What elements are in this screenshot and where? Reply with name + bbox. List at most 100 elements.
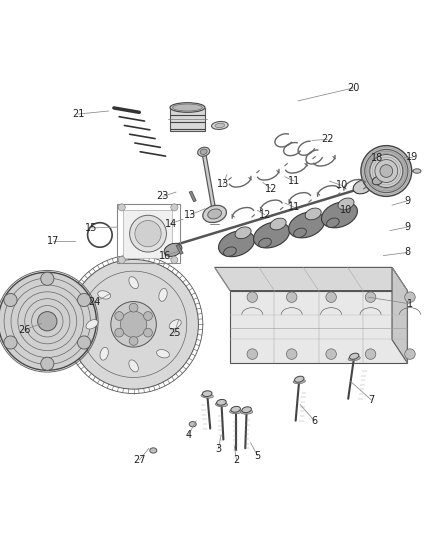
Ellipse shape	[372, 176, 383, 185]
Polygon shape	[215, 268, 407, 290]
Text: 12: 12	[265, 183, 277, 193]
Circle shape	[405, 292, 415, 302]
Text: 17: 17	[47, 236, 60, 246]
Circle shape	[361, 146, 412, 197]
Ellipse shape	[215, 402, 228, 407]
Text: 20: 20	[348, 83, 360, 93]
Circle shape	[129, 336, 138, 345]
Ellipse shape	[198, 147, 210, 156]
Text: 7: 7	[368, 395, 374, 405]
Circle shape	[370, 155, 403, 188]
Ellipse shape	[159, 288, 167, 301]
Circle shape	[130, 215, 166, 252]
Polygon shape	[170, 108, 205, 131]
Circle shape	[41, 272, 54, 285]
Text: 23: 23	[157, 191, 169, 201]
Text: 27: 27	[133, 455, 145, 465]
Polygon shape	[230, 290, 407, 363]
Ellipse shape	[413, 169, 421, 173]
Ellipse shape	[173, 104, 202, 111]
Circle shape	[380, 165, 392, 177]
Ellipse shape	[223, 247, 237, 256]
Circle shape	[69, 260, 198, 389]
Ellipse shape	[258, 238, 272, 247]
Ellipse shape	[208, 209, 222, 219]
Polygon shape	[176, 245, 183, 254]
Ellipse shape	[215, 123, 225, 128]
Circle shape	[171, 204, 178, 211]
Ellipse shape	[235, 227, 251, 239]
Ellipse shape	[289, 212, 325, 238]
Circle shape	[326, 349, 336, 359]
Circle shape	[286, 349, 297, 359]
Polygon shape	[189, 191, 196, 201]
Text: 12: 12	[259, 210, 271, 220]
Circle shape	[78, 294, 91, 306]
Circle shape	[144, 312, 152, 320]
Ellipse shape	[169, 320, 181, 329]
Ellipse shape	[254, 222, 290, 248]
Text: 10: 10	[336, 181, 348, 190]
Text: 26: 26	[18, 325, 30, 335]
Circle shape	[365, 149, 408, 192]
Text: 19: 19	[406, 152, 418, 162]
Ellipse shape	[157, 350, 170, 358]
Ellipse shape	[217, 399, 226, 405]
Ellipse shape	[321, 202, 357, 228]
Ellipse shape	[242, 407, 251, 413]
Text: 11: 11	[288, 176, 300, 186]
Circle shape	[4, 336, 17, 349]
Ellipse shape	[164, 243, 182, 256]
Ellipse shape	[293, 379, 305, 384]
Ellipse shape	[86, 320, 98, 329]
Circle shape	[118, 204, 125, 211]
Text: 6: 6	[311, 416, 318, 426]
Text: 8: 8	[404, 247, 410, 257]
Text: 13: 13	[217, 179, 230, 189]
Circle shape	[375, 159, 398, 182]
Circle shape	[144, 328, 152, 337]
Circle shape	[129, 303, 138, 312]
Circle shape	[41, 357, 54, 370]
Text: 16: 16	[159, 251, 172, 261]
Circle shape	[118, 256, 125, 263]
Text: 2: 2	[233, 455, 240, 465]
Ellipse shape	[270, 218, 286, 230]
Ellipse shape	[212, 122, 228, 130]
Ellipse shape	[98, 290, 110, 299]
Circle shape	[247, 292, 258, 302]
Ellipse shape	[201, 393, 213, 398]
Ellipse shape	[150, 448, 157, 453]
Text: 9: 9	[404, 196, 410, 206]
Circle shape	[78, 336, 91, 349]
Circle shape	[120, 311, 147, 337]
Polygon shape	[123, 209, 172, 258]
Circle shape	[405, 349, 415, 359]
Ellipse shape	[295, 376, 304, 382]
Ellipse shape	[353, 180, 372, 194]
Circle shape	[247, 349, 258, 359]
Circle shape	[0, 272, 96, 370]
Circle shape	[365, 292, 376, 302]
Ellipse shape	[350, 353, 359, 359]
Text: 15: 15	[85, 223, 97, 233]
Ellipse shape	[293, 228, 307, 238]
Polygon shape	[392, 268, 407, 363]
Ellipse shape	[348, 356, 360, 361]
Text: 1: 1	[406, 298, 413, 309]
Ellipse shape	[202, 391, 212, 397]
Text: 5: 5	[254, 451, 261, 461]
Circle shape	[365, 349, 376, 359]
Ellipse shape	[129, 277, 138, 289]
Ellipse shape	[231, 406, 240, 412]
Ellipse shape	[326, 218, 339, 228]
Ellipse shape	[200, 149, 207, 155]
Text: 9: 9	[404, 222, 410, 232]
Circle shape	[4, 294, 17, 306]
Ellipse shape	[189, 422, 196, 427]
Text: 10: 10	[340, 205, 352, 215]
Ellipse shape	[240, 410, 253, 414]
Circle shape	[171, 256, 178, 263]
Text: 11: 11	[288, 203, 300, 212]
Ellipse shape	[338, 198, 354, 210]
